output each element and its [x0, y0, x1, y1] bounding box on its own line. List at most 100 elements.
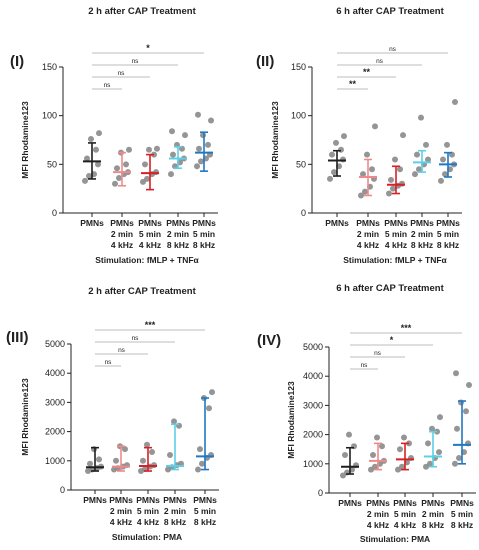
x-tick-label: PMNs: [83, 495, 107, 505]
significance-label: ns: [105, 359, 113, 366]
x-tick-label: 2 min: [411, 229, 433, 239]
y-tick-label: 0: [318, 488, 323, 498]
data-point: [182, 132, 188, 139]
y-tick-label: 150: [42, 62, 57, 72]
significance-label: ns: [389, 46, 397, 53]
data-point: [167, 451, 173, 458]
data-point: [436, 449, 442, 456]
x-tick-label: PMNs: [410, 218, 434, 228]
y-tick-label: 150: [291, 62, 306, 72]
x-axis-label: Stimulation: PMA: [112, 532, 182, 542]
data-point: [154, 145, 160, 152]
significance-label: ns: [374, 350, 382, 357]
significance-label: ns: [376, 58, 384, 65]
y-tick-label: 50: [296, 159, 306, 169]
data-point: [195, 466, 201, 473]
data-point: [144, 441, 150, 448]
data-point: [142, 161, 148, 168]
x-tick-label: PMNs: [325, 218, 349, 228]
x-tick-label: 4 kHz: [385, 240, 407, 250]
y-tick-label: 0: [301, 208, 306, 218]
significance-label: ns: [118, 70, 126, 77]
data-point: [440, 156, 446, 163]
data-point: [146, 146, 152, 153]
data-point: [333, 139, 339, 146]
data-point: [369, 166, 375, 173]
data-point: [429, 425, 435, 432]
data-point: [454, 425, 460, 432]
chart-panel-1: 2 h after CAP Treatment (I) 0 50 100 150 MFI R…: [10, 6, 218, 265]
data-point: [442, 171, 448, 178]
data-point: [112, 180, 118, 187]
x-tick-label: 5 min: [385, 229, 407, 239]
y-tick-label: 0: [60, 485, 65, 495]
data-point: [205, 141, 211, 148]
data-point: [194, 163, 200, 170]
data-point: [84, 155, 90, 162]
data-point: [390, 185, 396, 192]
x-tick-label: PMNs: [138, 218, 162, 228]
x-axis-label: Stimulation: fMLP + TNFα: [343, 255, 447, 265]
x-tick-label: PMNs: [109, 495, 133, 505]
significance-label: ns: [104, 82, 112, 89]
chart-title: 2 h after CAP Treatment: [88, 286, 196, 297]
panel-label: (III): [6, 329, 29, 346]
y-tick-label: 100: [42, 111, 57, 121]
data-point: [149, 449, 155, 456]
data-point: [423, 141, 429, 148]
chart-panel-4: 6 h after CAP Treatment (IV) 0 1000 2000 3000…: [257, 283, 476, 544]
x-axis-label: Stimulation: PMA: [360, 534, 430, 544]
significance-label: *: [390, 335, 394, 345]
data-point: [425, 440, 431, 447]
x-tick-label: 5 min: [394, 509, 416, 519]
significance-label: *: [146, 43, 150, 53]
data-point: [456, 454, 462, 461]
x-tick-label: 4 kHz: [367, 520, 389, 530]
data-point: [199, 460, 205, 467]
data-point: [362, 188, 368, 195]
data-point: [96, 456, 102, 463]
data-point: [360, 171, 366, 178]
data-point: [372, 123, 378, 130]
x-tick-label: PMNs: [192, 218, 216, 228]
data-point: [329, 151, 335, 158]
x-tick-label: 5 min: [137, 506, 159, 516]
x-tick-label: 5 min: [194, 506, 216, 516]
y-axis-label: MFI Rhodamine123: [270, 101, 280, 179]
y-tick-label: 5000: [45, 339, 65, 349]
x-tick-label: PMNs: [193, 495, 217, 505]
data-point: [341, 133, 347, 140]
x-tick-label: 8 kHz: [167, 240, 189, 250]
chart-title: 6 h after CAP Treatment: [336, 283, 444, 294]
data-point: [208, 117, 214, 124]
y-tick-label: 2000: [45, 427, 65, 437]
data-point: [144, 175, 150, 182]
data-point: [452, 460, 458, 467]
data-point: [425, 156, 431, 163]
data-point: [372, 463, 378, 470]
data-point: [114, 165, 120, 172]
significance-label: ns: [132, 335, 140, 342]
x-tick-label: PMNs: [166, 218, 190, 228]
x-tick-label: 8 kHz: [194, 517, 216, 527]
x-tick-label: 2 min: [422, 509, 444, 519]
data-point: [397, 166, 403, 173]
data-point: [427, 460, 433, 467]
x-tick-label: 4 kHz: [357, 240, 379, 250]
data-point: [399, 463, 405, 470]
data-point: [364, 151, 370, 158]
x-tick-label: 8 kHz: [451, 520, 473, 530]
data-point: [209, 389, 215, 396]
significance-label: ***: [145, 320, 156, 330]
x-tick-label: 5 min: [437, 229, 459, 239]
x-axis-label: Stimulation: fMLP + TNFα: [95, 255, 199, 265]
data-point: [463, 408, 469, 415]
data-point: [438, 177, 444, 184]
x-tick-label: 8 kHz: [193, 240, 215, 250]
x-tick-label: 4 kHz: [111, 240, 133, 250]
data-point: [342, 452, 348, 459]
y-tick-label: 3000: [303, 400, 323, 410]
data-point: [200, 132, 206, 139]
x-tick-label: 8 kHz: [164, 517, 186, 527]
x-tick-label: 4 kHz: [137, 517, 159, 527]
